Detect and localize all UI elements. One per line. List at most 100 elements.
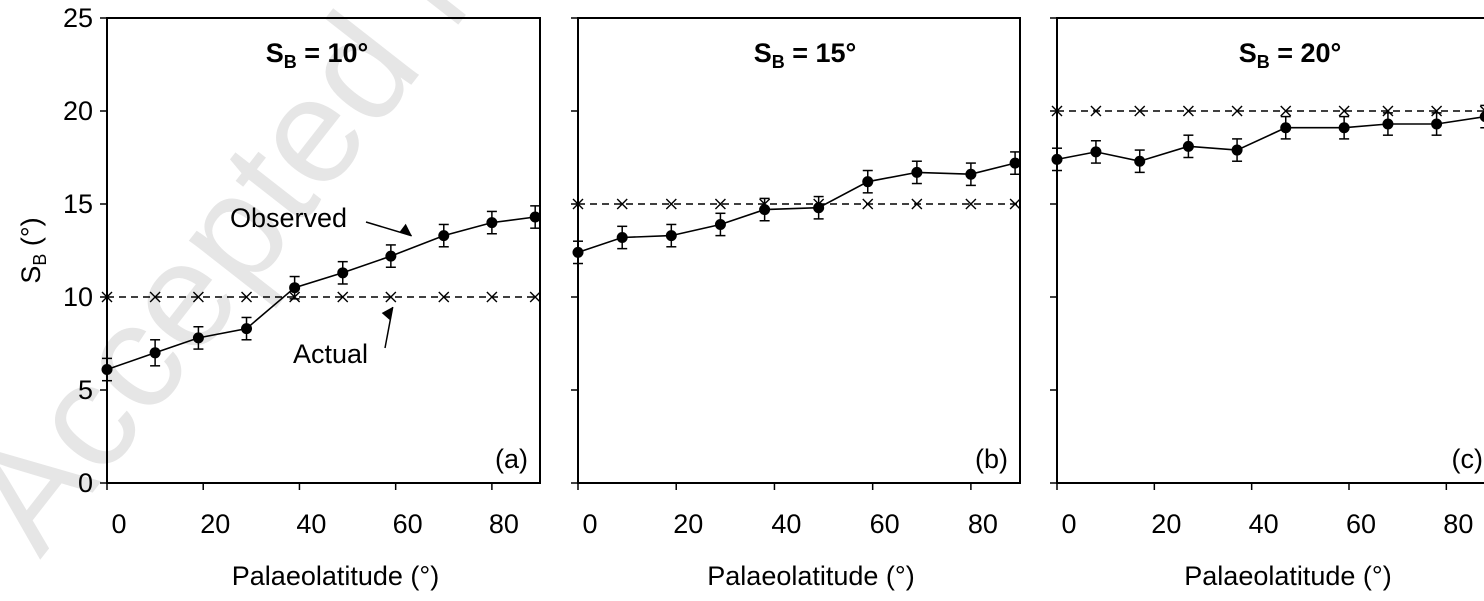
y-axis-title: SB (°) <box>16 217 50 283</box>
observed-point <box>965 168 977 180</box>
plot-frame <box>106 17 541 484</box>
x-axis-title: Palaeolatitude (°) <box>1184 561 1391 591</box>
actual-marker <box>714 198 726 210</box>
observed-point <box>1382 118 1394 130</box>
x-axis-title: Palaeolatitude (°) <box>707 561 914 591</box>
series-observed <box>1051 104 1484 174</box>
observed-point <box>289 282 301 294</box>
actual-marker <box>149 291 161 303</box>
observed-point <box>862 176 874 188</box>
panel-label: (b) <box>975 444 1008 474</box>
series-actual <box>1051 105 1484 117</box>
x-tick-label: 60 <box>1346 509 1376 539</box>
actual-marker <box>1182 105 1194 117</box>
actual-marker <box>385 291 397 303</box>
actual-marker <box>529 291 541 303</box>
x-tick-label: 40 <box>1249 509 1279 539</box>
x-tick-label: 20 <box>673 509 703 539</box>
actual-marker <box>438 291 450 303</box>
observed-line <box>577 162 1016 254</box>
observed-point <box>1051 153 1063 165</box>
y-tick-label: 25 <box>63 3 93 33</box>
annotation-arrowhead-actual <box>381 307 393 320</box>
observed-point <box>665 230 677 242</box>
actual-marker <box>665 198 677 210</box>
observed-line <box>106 216 536 371</box>
observed-point <box>572 246 584 258</box>
observed-point <box>486 217 498 229</box>
observed-line <box>1056 115 1484 163</box>
observed-point <box>1338 122 1350 134</box>
y-tick-label: 15 <box>63 189 93 219</box>
actual-marker <box>1090 105 1102 117</box>
actual-marker <box>1134 105 1146 117</box>
actual-marker <box>1382 105 1394 117</box>
chart-panel-2: 0 20 40 60 80 Palaeolatitude (°) SB = 15° (b) <box>571 17 1021 591</box>
series-actual <box>572 198 1021 210</box>
x-tick-label: 80 <box>489 509 519 539</box>
panel-title: SB = 10° <box>266 38 369 72</box>
observed-point <box>192 332 204 344</box>
annotation-actual: Actual <box>293 339 368 369</box>
observed-point <box>1431 118 1443 130</box>
x-tick-label: 0 <box>111 509 126 539</box>
chart-panel-1: 0 5 10 15 20 25 0 20 40 60 80 Palaeolatitude (°) SB … <box>16 3 541 591</box>
actual-marker <box>1231 105 1243 117</box>
chart-panel-3: 0 20 40 60 80 Palaeolatitude (°) SB = 20° (c) <box>1050 17 1484 591</box>
actual-marker <box>1338 105 1350 117</box>
annotation-arrow-actual <box>384 306 394 349</box>
actual-marker <box>101 291 113 303</box>
actual-marker <box>911 198 923 210</box>
observed-point <box>1134 155 1146 167</box>
actual-marker <box>241 291 253 303</box>
actual-marker <box>1009 198 1021 210</box>
plot-frame <box>577 17 1021 484</box>
annotation-observed: Observed <box>230 203 347 233</box>
plot-frame <box>1056 17 1484 484</box>
x-tick-label: 80 <box>968 509 998 539</box>
panel-label: (a) <box>495 444 528 474</box>
observed-point <box>1231 144 1243 156</box>
annotation-arrowhead-observed <box>399 223 412 236</box>
observed-point <box>1090 146 1102 158</box>
actual-marker <box>1051 105 1063 117</box>
y-tick-label: 0 <box>78 468 93 498</box>
x-tick-label: 20 <box>200 509 230 539</box>
series-actual <box>101 291 541 303</box>
observed-point <box>714 218 726 230</box>
panel-label: (c) <box>1452 444 1483 474</box>
observed-point <box>149 347 161 359</box>
observed-point <box>337 267 349 279</box>
actual-marker <box>572 198 584 210</box>
observed-point <box>1280 122 1292 134</box>
observed-point <box>616 231 628 243</box>
series-observed <box>572 151 1021 265</box>
x-tick-label: 60 <box>870 509 900 539</box>
observed-point <box>101 364 113 376</box>
observed-point <box>438 230 450 242</box>
panel-title: SB = 20° <box>1239 38 1342 72</box>
actual-marker <box>1431 105 1443 117</box>
observed-point <box>813 202 825 214</box>
panel-title: SB = 15° <box>754 38 857 72</box>
x-tick-label: 40 <box>296 509 326 539</box>
observed-point <box>529 211 541 223</box>
observed-point <box>1479 111 1484 122</box>
actual-marker <box>337 291 349 303</box>
actual-marker <box>486 291 498 303</box>
x-tick-label: 0 <box>1061 509 1076 539</box>
x-axis-title: Palaeolatitude (°) <box>232 561 439 591</box>
y-tick-label: 5 <box>78 375 93 405</box>
annotation-arrow-observed <box>365 221 412 237</box>
actual-marker <box>616 198 628 210</box>
observed-point <box>911 166 923 178</box>
y-tick-label: 10 <box>63 282 93 312</box>
observed-point <box>385 250 397 262</box>
actual-marker <box>965 198 977 210</box>
actual-marker <box>1280 105 1292 117</box>
y-tick-label: 20 <box>63 96 93 126</box>
observed-point <box>1009 157 1021 169</box>
actual-marker <box>862 198 874 210</box>
x-tick-label: 60 <box>393 509 423 539</box>
